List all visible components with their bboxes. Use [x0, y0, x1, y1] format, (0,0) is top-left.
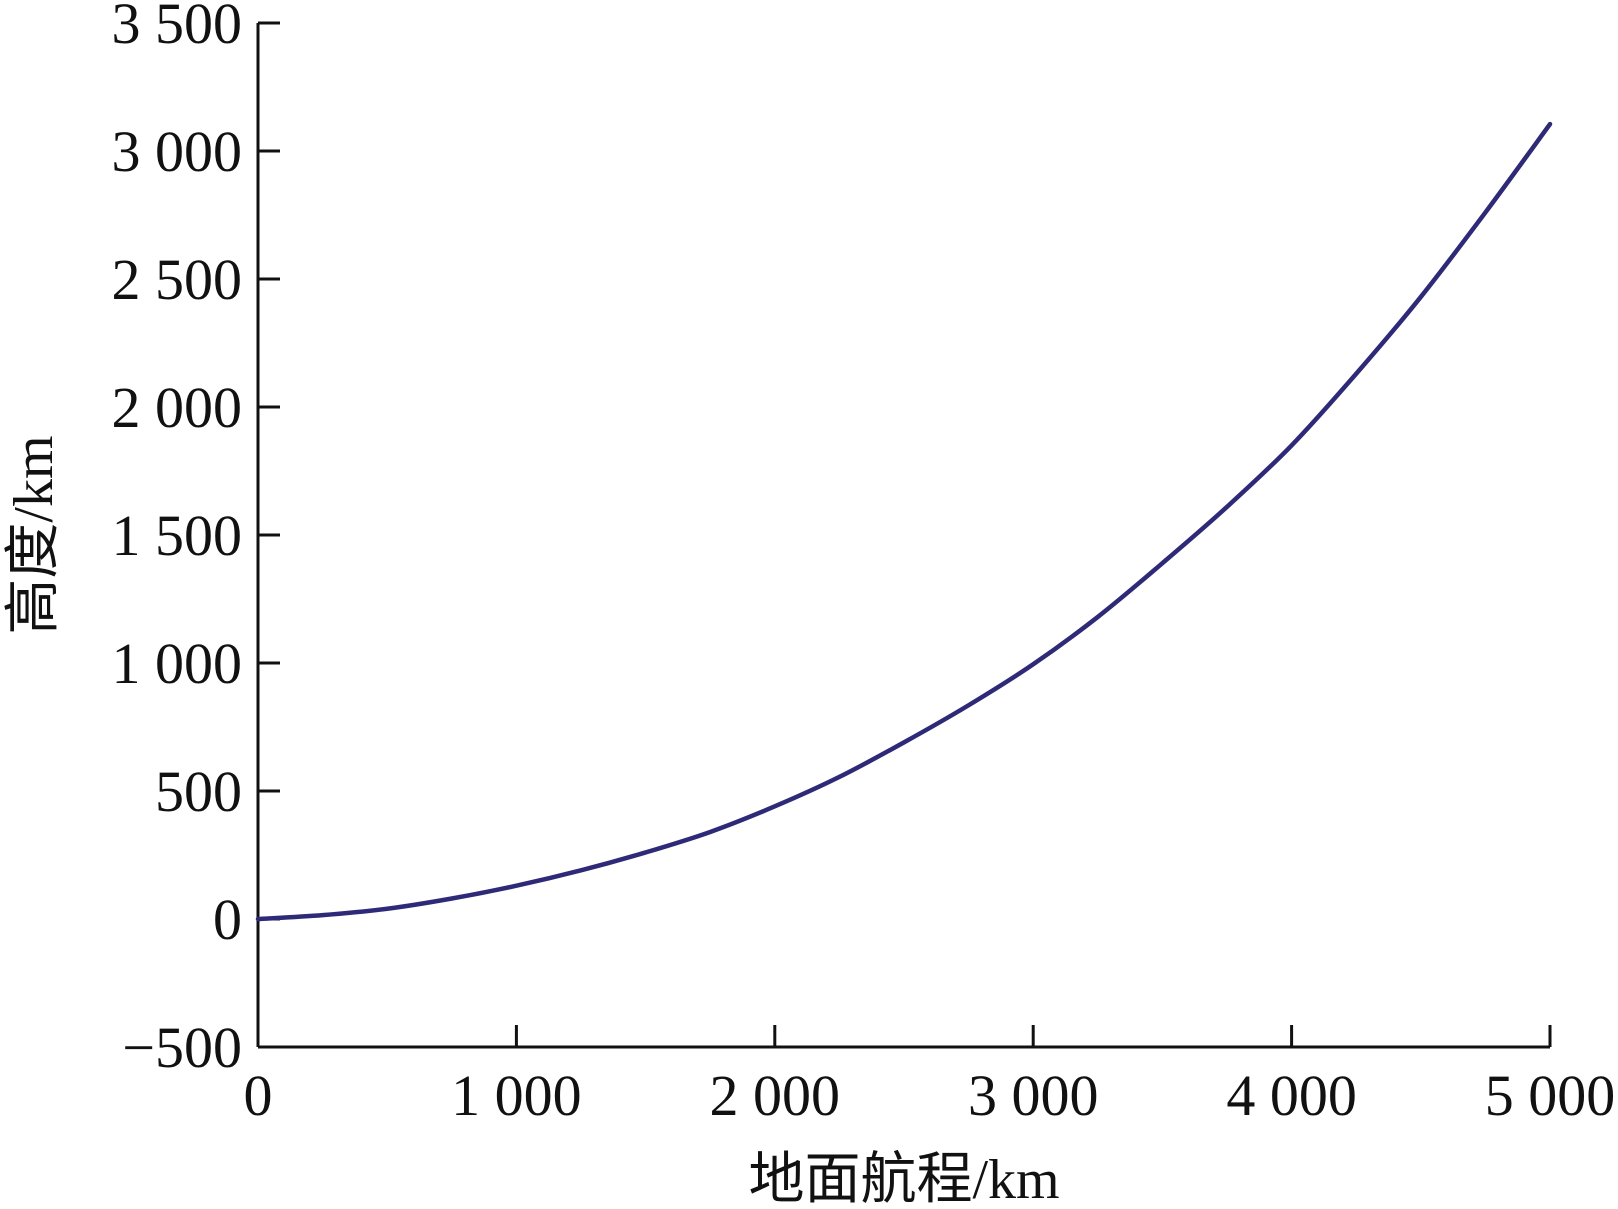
plot-area — [255, 121, 1553, 922]
x-tick-label: 0 — [244, 1063, 273, 1128]
x-tick-label: 4 000 — [1226, 1063, 1357, 1128]
x-tick-label: 2 000 — [710, 1063, 841, 1128]
y-axis-title: 高度/km — [3, 435, 65, 634]
y-tick-label: 0 — [213, 887, 242, 952]
y-tick-label: 500 — [155, 759, 242, 824]
series-line — [255, 121, 1553, 922]
y-tick-label: −500 — [122, 1015, 242, 1080]
x-axis-ticks: 0 1 000 2 000 3 000 4 000 5 000 — [244, 1025, 1616, 1128]
x-tick-label: 1 000 — [451, 1063, 582, 1128]
y-tick-label: 3 000 — [112, 119, 243, 184]
x-tick-label: 5 000 — [1485, 1063, 1616, 1128]
axes — [256, 23, 1550, 1049]
x-tick-label: 3 000 — [968, 1063, 1099, 1128]
y-tick-label: 1 500 — [112, 503, 243, 568]
x-axis-title: 地面航程/km — [748, 1149, 1059, 1209]
y-axis-ticks: −500 0 500 1 000 1 500 2 000 2 500 3 000 3 500 — [112, 0, 280, 1080]
y-tick-label: 2 000 — [112, 375, 243, 440]
y-tick-label: 1 000 — [112, 631, 243, 696]
y-tick-label: 3 500 — [112, 0, 243, 56]
y-tick-label: 2 500 — [112, 247, 243, 312]
